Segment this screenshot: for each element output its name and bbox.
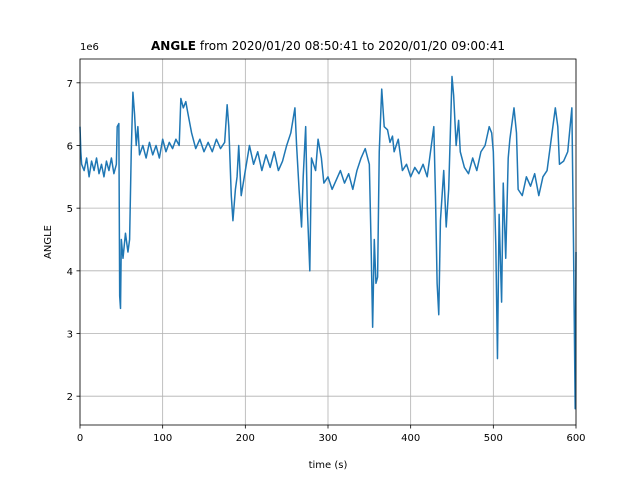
x-tick-label: 500 [484,433,503,444]
x-axis-label: time (s) [309,460,348,471]
chart-title: ANGLE from 2020/01/20 08:50:41 to 2020/0… [151,39,505,53]
y-axis-label: ANGLE [43,225,54,259]
x-tick-label: 0 [77,433,83,444]
y-tick-label: 3 [67,330,73,341]
x-tick-label: 400 [401,433,420,444]
y-tick-label: 4 [67,267,73,278]
y-tick-label: 6 [67,141,73,152]
title-bold: ANGLE [151,39,196,53]
title-rest: from 2020/01/20 08:50:41 to 2020/01/20 0… [200,39,505,53]
plot-frame [79,58,577,426]
offset-label: 1e6 [80,42,99,53]
x-tick-label: 300 [318,433,337,444]
x-tick-label: 200 [236,433,255,444]
x-tick-label: 600 [566,433,585,444]
y-tick-label: 7 [67,79,73,90]
data-line [79,75,577,410]
x-tick-label: 100 [153,433,172,444]
y-tick-label: 5 [67,204,73,215]
y-tick-label: 2 [67,392,73,403]
